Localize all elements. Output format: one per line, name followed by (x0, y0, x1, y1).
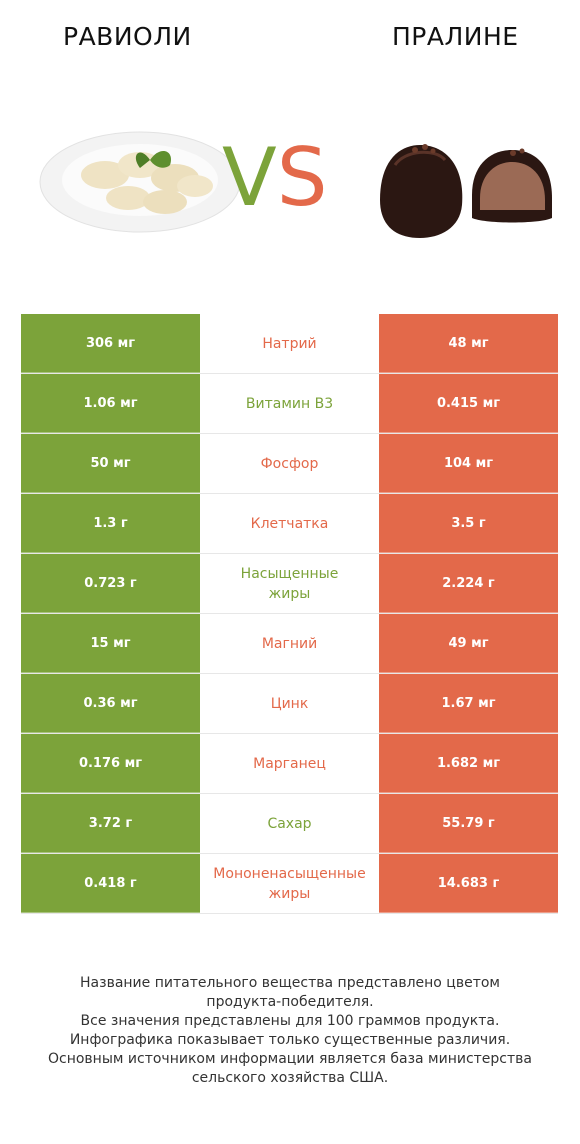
nutrient-name: Сахар (200, 794, 379, 853)
table-row: 50 мг Фосфор 104 мг (21, 434, 558, 494)
table-row: 0.36 мг Цинк 1.67 мг (21, 674, 558, 734)
table-row: 0.176 мг Марганец 1.682 мг (21, 734, 558, 794)
left-value: 306 мг (21, 314, 200, 373)
nutrient-name: Витамин B3 (200, 374, 379, 433)
table-row: 15 мг Магний 49 мг (21, 614, 558, 674)
right-value: 104 мг (379, 434, 558, 493)
footer-line: Название питательного вещества представл… (80, 975, 500, 991)
right-product-title: ПРАЛИНЕ (392, 22, 519, 51)
footer-note: Название питательного вещества представл… (20, 974, 560, 1088)
right-value: 49 мг (379, 614, 558, 673)
nutrient-name: Магний (200, 614, 379, 673)
nutrient-name: Клетчатка (200, 494, 379, 553)
footer-line: продукта-победителя. (206, 994, 374, 1010)
right-value: 48 мг (379, 314, 558, 373)
left-value: 0.723 г (21, 554, 200, 613)
hero-illustration (39, 131, 552, 238)
left-product-title: РАВИОЛИ (63, 22, 192, 51)
footer-line: сельского хозяйства США. (191, 1070, 389, 1086)
table-row: 3.72 г Сахар 55.79 г (21, 794, 558, 854)
comparison-table: 306 мг Натрий 48 мг 1.06 мг Витамин B3 0… (21, 314, 558, 914)
right-value: 1.67 мг (379, 674, 558, 733)
nutrient-name: Цинк (200, 674, 379, 733)
vs-label: VS (222, 131, 328, 224)
right-value: 2.224 г (379, 554, 558, 613)
nutrient-name: Мононенасыщенные жиры (200, 854, 379, 913)
left-value: 0.418 г (21, 854, 200, 913)
table-row: 0.723 г Насыщенные жиры 2.224 г (21, 554, 558, 614)
right-value: 1.682 мг (379, 734, 558, 793)
left-value: 0.176 мг (21, 734, 200, 793)
praline-image (380, 144, 552, 238)
left-value: 3.72 г (21, 794, 200, 853)
ravioli-plate-image (39, 131, 241, 233)
table-row: 1.3 г Клетчатка 3.5 г (21, 494, 558, 554)
footer-line: Инфографика показывает только существенн… (69, 1032, 511, 1048)
right-value: 55.79 г (379, 794, 558, 853)
right-value: 0.415 мг (379, 374, 558, 433)
table-row: 306 мг Натрий 48 мг (21, 314, 558, 374)
left-value: 0.36 мг (21, 674, 200, 733)
table-row: 0.418 г Мононенасыщенные жиры 14.683 г (21, 854, 558, 914)
left-value: 1.06 мг (21, 374, 200, 433)
left-value: 1.3 г (21, 494, 200, 553)
table-row: 1.06 мг Витамин B3 0.415 мг (21, 374, 558, 434)
nutrient-name: Марганец (200, 734, 379, 793)
nutrient-name: Фосфор (200, 434, 379, 493)
nutrient-name: Натрий (200, 314, 379, 373)
left-value: 50 мг (21, 434, 200, 493)
right-value: 14.683 г (379, 854, 558, 913)
nutrient-name: Насыщенные жиры (200, 554, 379, 613)
left-value: 15 мг (21, 614, 200, 673)
footer-line: Основным источником информации является … (48, 1051, 532, 1067)
right-value: 3.5 г (379, 494, 558, 553)
footer-line: Все значения представлены для 100 граммо… (80, 1013, 500, 1029)
